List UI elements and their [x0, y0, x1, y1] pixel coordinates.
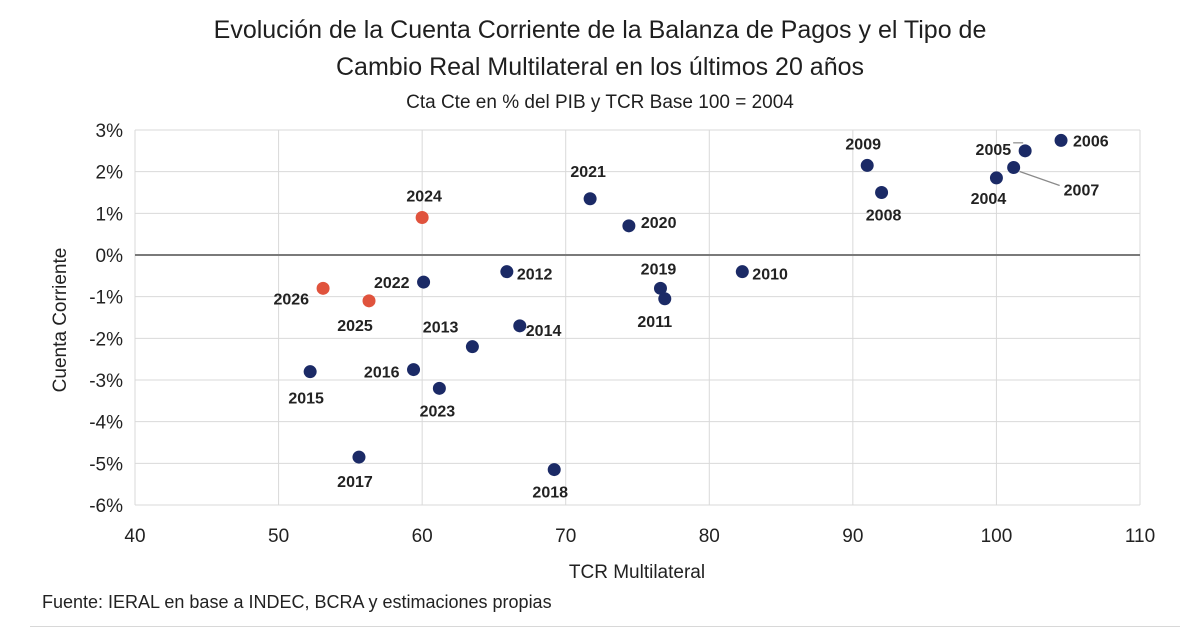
- point-2025: [362, 294, 376, 308]
- x-tick-label: 80: [699, 526, 720, 547]
- point-2004: [989, 171, 1003, 185]
- point-2008: [875, 186, 889, 199]
- point-label-2006: 2006: [1073, 133, 1109, 150]
- point-2021: [583, 192, 597, 206]
- data-points: [303, 133, 1068, 477]
- x-tick-label: 50: [268, 526, 289, 547]
- x-tick-label: 70: [555, 526, 576, 547]
- point-label-2016: 2016: [364, 365, 400, 382]
- source-note: Fuente: IERAL en base a INDEC, BCRA y es…: [42, 592, 552, 612]
- point-2010: [735, 265, 749, 279]
- point-label-2025: 2025: [337, 318, 373, 335]
- scatter-chart: 3% 2% 1% 0% -1% -2% -3% -4% -5% -6% 40 50 60 70 80 90 1…: [50, 121, 1155, 583]
- point-2023: [432, 381, 446, 395]
- point-2022: [417, 275, 431, 289]
- point-label-2012: 2012: [517, 267, 553, 284]
- x-tick-label: 60: [412, 526, 433, 547]
- point-label-2015: 2015: [288, 391, 324, 408]
- chart-title-line-1: Evolución de la Cuenta Corriente de la B…: [213, 16, 987, 44]
- point-2016: [407, 363, 421, 377]
- point-label-2022: 2022: [374, 275, 410, 292]
- divider: [30, 626, 1180, 627]
- label-connectors: [1013, 142, 1060, 187]
- point-2026: [316, 281, 330, 295]
- x-tick-label: 100: [981, 526, 1013, 547]
- x-axis-label: TCR Multilateral: [569, 562, 705, 583]
- gridlines: [134, 129, 1141, 506]
- point-2013: [465, 340, 479, 354]
- point-label-2004: 2004: [971, 191, 1007, 208]
- point-label-2017: 2017: [337, 474, 373, 491]
- x-tick-label: 90: [842, 526, 863, 547]
- point-label-2020: 2020: [641, 215, 677, 232]
- point-label-2007: 2007: [1064, 183, 1100, 200]
- y-tick-label: -3%: [89, 371, 123, 392]
- x-tick-label: 110: [1125, 526, 1155, 547]
- point-label-2023: 2023: [420, 403, 456, 420]
- y-tick-label: 3%: [96, 121, 124, 142]
- point-2019: [653, 281, 667, 295]
- point-label-2008: 2008: [866, 208, 902, 225]
- point-label-2021: 2021: [570, 164, 606, 181]
- point-2024: [415, 211, 429, 224]
- y-tick-label: -4%: [89, 413, 123, 434]
- point-2005: [1018, 144, 1032, 158]
- point-label-2026: 2026: [273, 291, 309, 308]
- y-tick-label: 0%: [96, 246, 124, 267]
- point-2007: [1007, 161, 1021, 174]
- y-tick-label: -6%: [89, 496, 123, 517]
- point-label-2013: 2013: [423, 320, 459, 337]
- point-2009: [860, 158, 874, 172]
- point-labels: 2004 2005 2006 2007 2008 2009 2010 2011 2012 2013…: [273, 133, 1108, 501]
- chart-subtitle: Cta Cte en % del PIB y TCR Base 100 = 20…: [406, 92, 794, 113]
- point-label-2024: 2024: [406, 189, 442, 206]
- point-2020: [622, 219, 636, 233]
- chart-title-line-2: Cambio Real Multilateral en los últimos …: [335, 53, 865, 81]
- point-label-2009: 2009: [845, 136, 881, 153]
- x-tick-label: 40: [124, 526, 145, 547]
- y-tick-label: -2%: [89, 329, 123, 350]
- point-2018: [547, 463, 561, 477]
- point-2017: [352, 450, 366, 464]
- point-2014: [513, 319, 527, 333]
- y-axis-label: Cuenta Corriente: [50, 248, 71, 393]
- point-label-2011: 2011: [637, 314, 672, 331]
- point-label-2014: 2014: [526, 323, 562, 340]
- point-2006: [1054, 133, 1068, 147]
- y-tick-label: -5%: [89, 454, 123, 475]
- point-label-2019: 2019: [641, 261, 677, 278]
- point-label-2010: 2010: [752, 267, 788, 284]
- y-tick-label: 1%: [96, 204, 124, 225]
- y-tick-label: 2%: [96, 163, 124, 184]
- point-2012: [500, 265, 514, 279]
- x-axis-ticks: 40 50 60 70 80 90 100 110: [124, 526, 1155, 547]
- leader-2007: [1019, 170, 1060, 187]
- y-axis-ticks: 3% 2% 1% 0% -1% -2% -3% -4% -5% -6%: [89, 121, 123, 517]
- point-label-2018: 2018: [532, 485, 568, 502]
- point-2011: [658, 292, 672, 306]
- point-label-2005: 2005: [976, 142, 1012, 159]
- point-2015: [303, 365, 317, 379]
- y-tick-label: -1%: [89, 288, 123, 309]
